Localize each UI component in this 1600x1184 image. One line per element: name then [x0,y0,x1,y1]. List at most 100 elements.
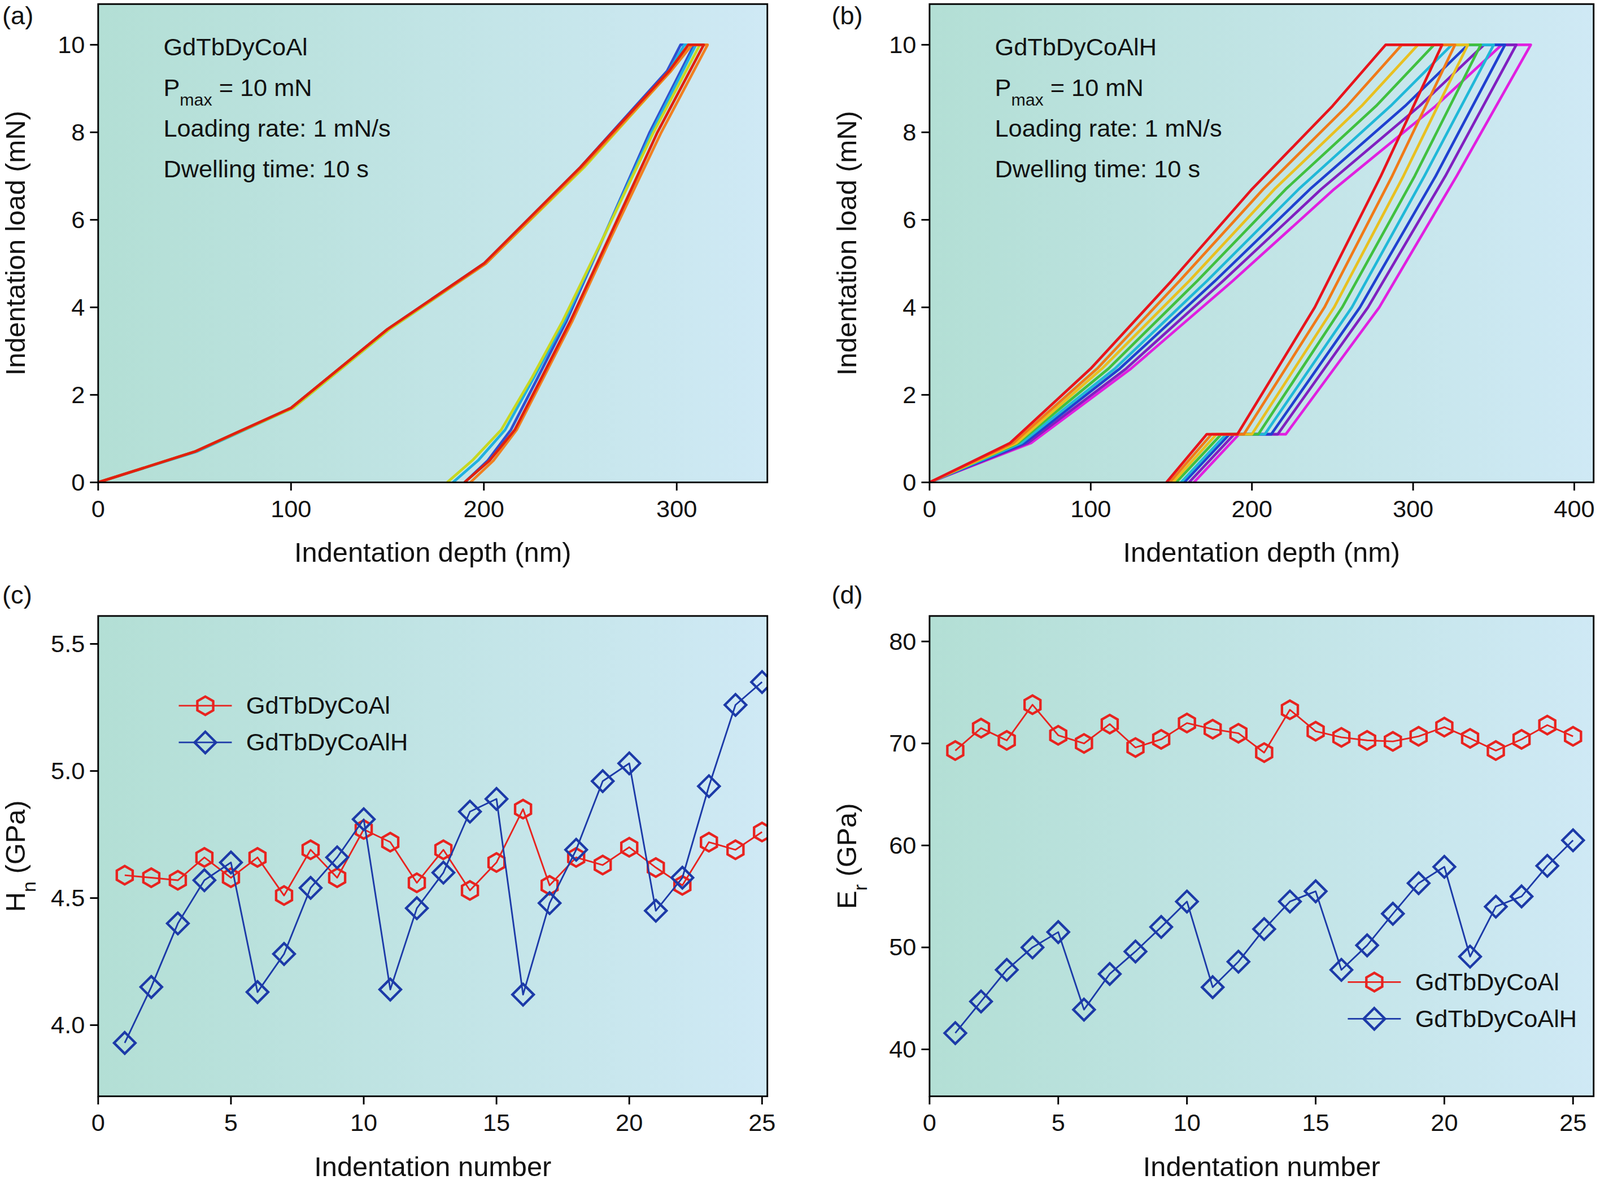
text-part: r [849,884,871,891]
y-tick [89,643,98,645]
legend-marker [197,696,213,716]
text-part: n [18,881,40,893]
panel-label: (c) [2,580,33,610]
plot-frame [98,3,768,483]
annotation: GdTbDyCoAlH [994,33,1157,61]
data-point [1253,918,1275,940]
plot-frame [929,3,1594,483]
data-point [1153,730,1170,749]
data-point [1201,976,1224,998]
series-line [124,809,762,896]
plot-background [98,3,768,483]
annotation: Pmax = 10 mN [163,73,312,110]
data-point [193,869,216,892]
data-point [273,943,295,966]
data-point [299,877,322,900]
y-tick [89,306,98,309]
data-point [1047,921,1070,944]
data-point [1099,963,1121,985]
x-tick-label: 15 [1301,1109,1329,1137]
x-tick-label: 300 [656,495,697,523]
data-point [246,981,269,1004]
y-tick-label: 4.0 [50,1011,85,1039]
data-point [591,770,614,793]
y-tick [921,641,930,643]
y-tick-label: 2 [71,381,85,409]
y-tick [89,1024,98,1027]
data-point [1459,945,1481,968]
text-part: P [994,73,1011,102]
y-axis-label: Hn (GPa) [0,800,40,913]
legend-marker [1363,1008,1385,1030]
y-tick [921,481,930,484]
x-tick-label: 100 [270,495,312,523]
data-point [621,838,638,857]
data-point [140,976,163,998]
legend: GdTbDyCoAlGdTbDyCoAlH [1347,968,1577,1033]
legend-label: GdTbDyCoAl [246,691,391,719]
series-line [929,44,1517,483]
data-point [143,868,160,888]
x-tick-label: 0 [922,495,937,523]
legend-line [179,704,233,707]
data-point [973,718,989,738]
x-tick [97,482,99,491]
x-tick-label: 0 [91,1109,106,1137]
series-line [98,44,704,483]
x-tick [97,1096,99,1105]
text-part: Dwelling time: 10 s [163,155,369,183]
data-point [512,984,534,1006]
y-tick [89,481,98,484]
x-tick-label: 20 [615,1109,643,1137]
data-point [1204,720,1221,739]
data-point [223,868,239,888]
legend-marker [194,731,217,754]
y-tick-label: 4.5 [50,884,85,912]
data-point [1513,730,1530,749]
x-tick-label: 300 [1392,495,1434,523]
data-point [408,873,425,893]
series-line [929,44,1455,483]
plot-background [98,616,768,1097]
data-point [1433,856,1455,878]
data-point [326,847,348,869]
data-point [724,694,747,717]
x-tick-label: 25 [748,1109,776,1137]
x-tick-label: 10 [1173,1109,1201,1137]
data-point [1176,891,1198,913]
x-tick [1250,482,1253,491]
x-tick [761,1096,764,1105]
x-tick [482,482,485,491]
x-tick-label: 0 [922,1109,937,1137]
x-tick-label: 200 [1231,495,1273,523]
annotation: Dwelling time: 10 s [994,155,1201,183]
plot-background [929,616,1594,1097]
data-point [432,862,455,884]
y-tick-label: 5.5 [50,630,85,658]
x-tick-label: 20 [1430,1109,1458,1137]
y-axis-label: Er (GPa) [831,803,871,910]
y-tick [921,742,930,745]
y-tick-label: 4 [902,293,917,321]
data-point [1073,999,1095,1021]
data-point [352,808,375,831]
data-point [647,858,664,878]
data-point [1510,886,1533,908]
plot-frame [98,616,768,1097]
panel: 05101520254.04.55.05.5Indentation number… [0,580,776,1182]
text-part: max [1010,89,1044,109]
y-tick [921,844,930,847]
data-point [1384,732,1401,752]
y-tick-label: 50 [888,933,917,961]
annotation: Loading rate: 1 mN/s [994,114,1222,142]
data-point [488,853,505,873]
data-point [751,671,767,693]
data-point [1356,934,1379,957]
data-point [169,871,186,891]
series-line [124,682,762,1044]
legend-line [179,741,233,744]
x-tick-label: 5 [1051,1109,1066,1137]
data-point [1021,936,1044,959]
data-point [1125,940,1147,963]
text-part: E [831,891,862,910]
